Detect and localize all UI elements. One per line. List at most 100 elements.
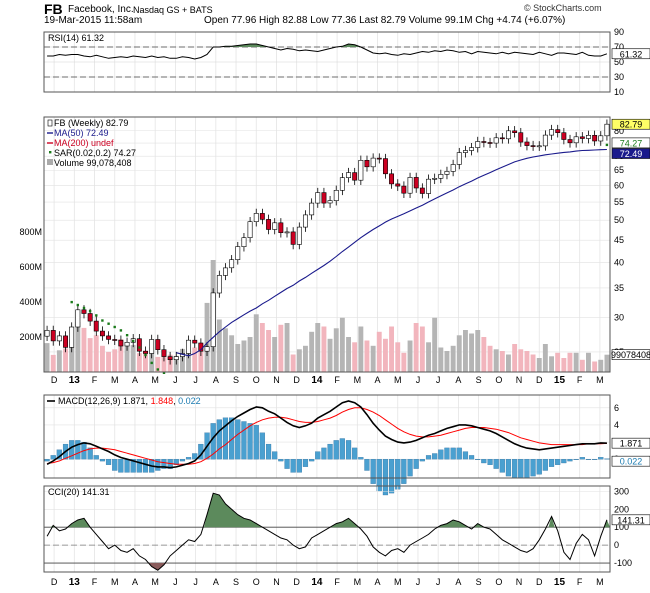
- rsi-legend: RSI(14) 61.32: [48, 33, 104, 43]
- volume-bar: [161, 357, 167, 372]
- macd-histogram-bar: [370, 459, 376, 484]
- volume-bar: [561, 358, 567, 372]
- volume-bar: [75, 322, 81, 372]
- price-candle: [149, 339, 155, 354]
- macd-histogram-bar: [265, 443, 272, 460]
- price-candle: [493, 137, 499, 144]
- sar-dot: [82, 306, 86, 310]
- macd-hist-last-value: 0.022: [620, 457, 643, 467]
- price-candle: [598, 135, 604, 142]
- macd-histogram-bar: [44, 459, 50, 462]
- month-label: 15: [554, 375, 566, 386]
- sar-dot: [132, 339, 135, 343]
- month-label: A: [455, 375, 461, 385]
- price-candle: [469, 147, 474, 151]
- volume-bar: [376, 331, 382, 373]
- volume-bar: [81, 327, 87, 372]
- price-candle: [296, 226, 302, 245]
- sar-dot: [138, 346, 141, 349]
- price-candle: [118, 339, 124, 347]
- month-label-bottom: M: [354, 577, 362, 587]
- volume-bar: [229, 335, 235, 373]
- macd-histogram-bar: [142, 459, 149, 473]
- stockcharts-credit: © StockCharts.com: [524, 3, 602, 13]
- volume-bar: [586, 352, 591, 373]
- macd-histogram-bar: [481, 459, 487, 464]
- macd-histogram-bar: [105, 459, 112, 465]
- price-candle: [136, 338, 142, 352]
- price-candle: [376, 157, 382, 160]
- macd-histogram-bar: [112, 459, 118, 471]
- month-label-bottom: F: [334, 577, 340, 587]
- macd-histogram-bar: [321, 447, 327, 460]
- cci-tick-label: 200: [614, 504, 629, 514]
- rsi-tick-label: 90: [614, 27, 624, 37]
- price-candle: [186, 339, 191, 354]
- sar-dot: [76, 303, 79, 307]
- volume-bar: [290, 354, 296, 372]
- cci-last-value-box: [611, 514, 650, 526]
- price-tick-label: 55: [614, 197, 624, 207]
- price-candle: [530, 145, 536, 147]
- macd-histogram-bar: [192, 453, 198, 460]
- price-candle: [284, 231, 290, 234]
- month-label-bottom: J: [436, 577, 441, 587]
- price-candle: [487, 142, 493, 144]
- month-label: M: [596, 375, 604, 385]
- legend-swatch: [47, 159, 53, 165]
- rsi-panel: [43, 31, 611, 93]
- volume-bar: [567, 352, 573, 373]
- volume-bar: [530, 354, 536, 372]
- macd-histogram-bar: [493, 459, 499, 469]
- price-last-value-box: [611, 148, 650, 159]
- macd-histogram-bar: [333, 440, 339, 460]
- price-candle: [161, 349, 167, 357]
- macd-histogram-bar: [468, 455, 475, 460]
- volume-tick-label: 400M: [19, 297, 42, 307]
- month-label: A: [132, 375, 138, 385]
- volume-tick-label: 200M: [19, 332, 42, 342]
- macd-histogram-bar: [345, 440, 352, 460]
- macd-histogram-bar: [407, 459, 413, 477]
- price-tick-label: 40: [614, 258, 624, 268]
- month-label: M: [354, 375, 362, 385]
- price-candle: [395, 183, 401, 187]
- month-label-bottom: A: [132, 577, 138, 587]
- month-label-bottom: D: [51, 577, 58, 587]
- ma50-line: [176, 148, 607, 357]
- rsi-line: [47, 43, 608, 60]
- macd-histogram-bar: [124, 459, 130, 473]
- macd-histogram-bar: [425, 455, 432, 460]
- price-candle: [401, 185, 407, 194]
- price-candle: [143, 350, 148, 354]
- price-last-value-box: [611, 118, 650, 130]
- price-last-value: 72.49: [620, 149, 643, 159]
- volume-bar: [56, 350, 62, 372]
- volume-bar: [592, 361, 598, 372]
- volume-bar: [272, 337, 278, 372]
- macd-histogram-bar: [585, 459, 592, 460]
- price-candle: [407, 177, 413, 194]
- volume-bar: [383, 338, 388, 373]
- price-candle: [309, 202, 315, 216]
- price-candle: [432, 178, 438, 180]
- macd-histogram-bar: [524, 459, 530, 479]
- macd-histogram-bar: [505, 459, 512, 477]
- volume-bar: [518, 349, 524, 373]
- macd-histogram-bar: [247, 423, 253, 460]
- volume-bar: [604, 354, 610, 372]
- macd-histogram-bar: [130, 459, 136, 473]
- volume-bar: [463, 330, 468, 372]
- price-candle: [352, 172, 358, 181]
- volume-bar: [370, 345, 376, 373]
- price-candle: [518, 132, 524, 143]
- price-candle: [475, 141, 481, 148]
- volume-bar: [106, 351, 111, 372]
- price-candle: [579, 136, 585, 139]
- macd-histogram-bar: [388, 459, 395, 494]
- price-candle: [87, 313, 93, 322]
- price-candle: [438, 174, 444, 179]
- month-label-bottom: D: [293, 577, 300, 587]
- volume-bar: [241, 340, 247, 372]
- volume-bar: [419, 326, 425, 372]
